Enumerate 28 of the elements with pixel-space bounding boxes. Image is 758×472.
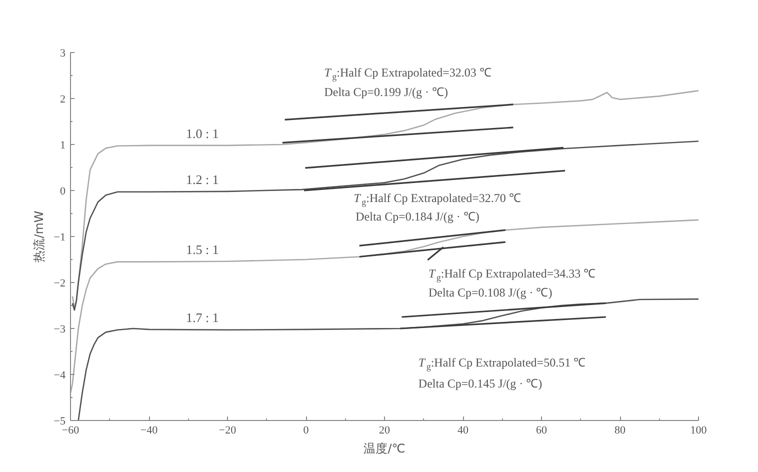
series-label: 1.5 : 1 [186,242,219,257]
y-axis-title: 热流/mW [32,210,46,262]
series-label: 1.7 : 1 [186,310,219,326]
series-label: 1.0 : 1 [186,126,219,141]
x-tick-label: 20 [379,424,390,436]
x-tick-label: 40 [458,424,469,436]
x-tick-label: 60 [536,424,548,436]
x-tick-label: 80 [614,424,626,436]
y-tick-label: −3 [54,324,66,336]
y-tick-label: 2 [60,94,66,106]
y-tick-label: 3 [60,48,66,60]
x-tick-label: 100 [690,424,708,436]
annotation: Delta Cp=0.108 J/(g · ℃) [428,285,552,300]
y-tick-label: 0 [60,186,66,198]
y-tick-label: −5 [54,416,66,428]
x-tick-label: −60 [62,424,80,436]
annotation: Delta Cp=0.184 J/(g · ℃) [356,210,480,224]
y-tick-label: 1 [60,140,66,152]
y-tick-label: −2 [54,278,66,290]
y-tick-label: −1 [54,232,66,244]
x-tick-label: 0 [303,424,310,436]
annotation: Delta Cp=0.199 J/(g · ℃) [324,84,448,99]
x-axis-title: 温度/℃ [364,442,406,456]
series-label: 1.2 : 1 [186,172,219,188]
x-tick-label: −20 [218,424,237,436]
y-tick-label: −4 [54,370,66,382]
annotation: Delta Cp=0.145 J/(g · ℃) [418,376,542,390]
x-tick-label: −40 [140,424,158,436]
